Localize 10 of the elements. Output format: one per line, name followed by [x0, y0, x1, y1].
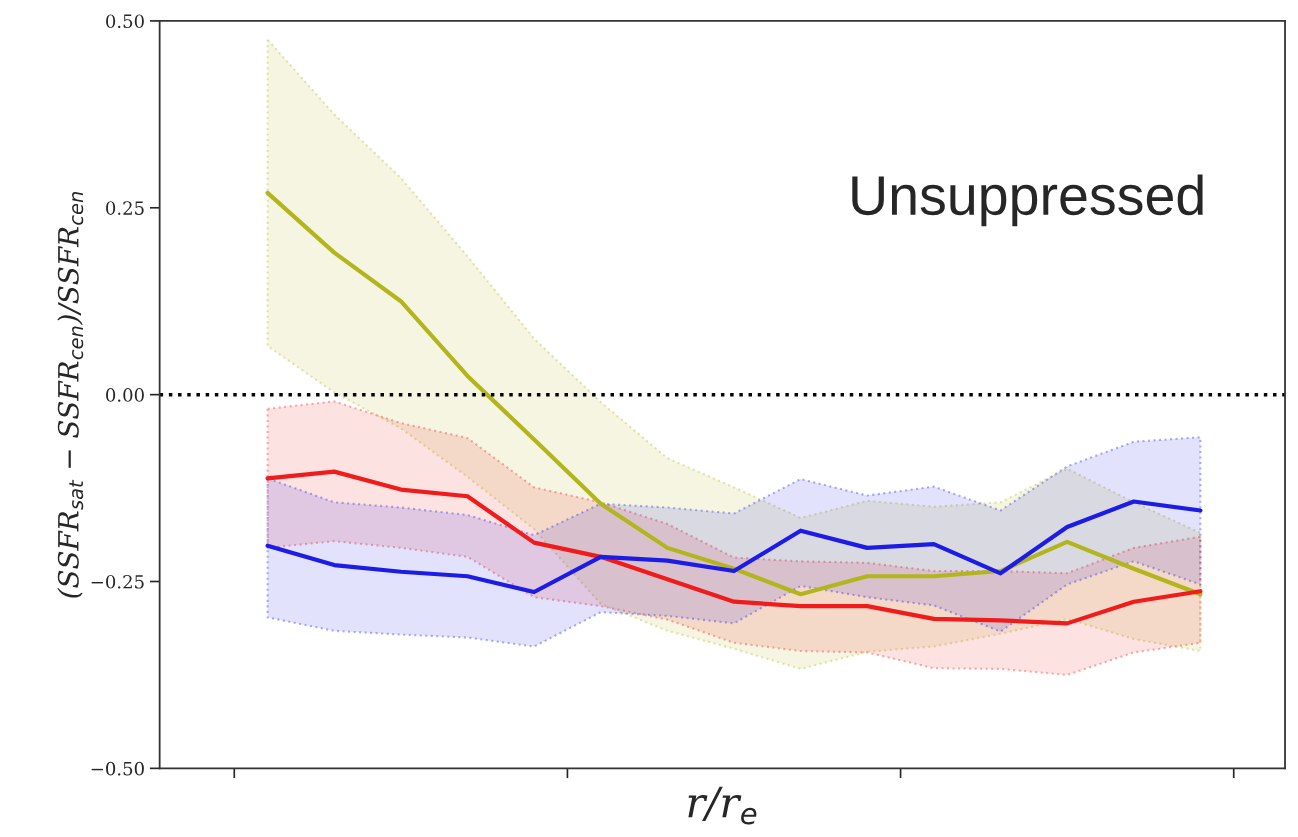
- x-axis-title: r/r$_{e}$: [688, 786, 757, 825]
- line-series: [265, 499, 1203, 595]
- y-tick-label: −0.50: [91, 761, 144, 776]
- y-tick-label: 0.25: [106, 201, 144, 215]
- y-tick-label: 0.50: [106, 14, 144, 29]
- y-tick-label: 0.00: [106, 388, 144, 402]
- annotation: Unsuppressed: [852, 174, 1203, 227]
- y-axis-title: (SSFR$_{sat}$ − SSFR$_{cen}$)/SSFR$_{cen}$: [57, 192, 84, 598]
- y-tick-label: −0.25: [91, 574, 144, 589]
- line-series: [265, 469, 1203, 626]
